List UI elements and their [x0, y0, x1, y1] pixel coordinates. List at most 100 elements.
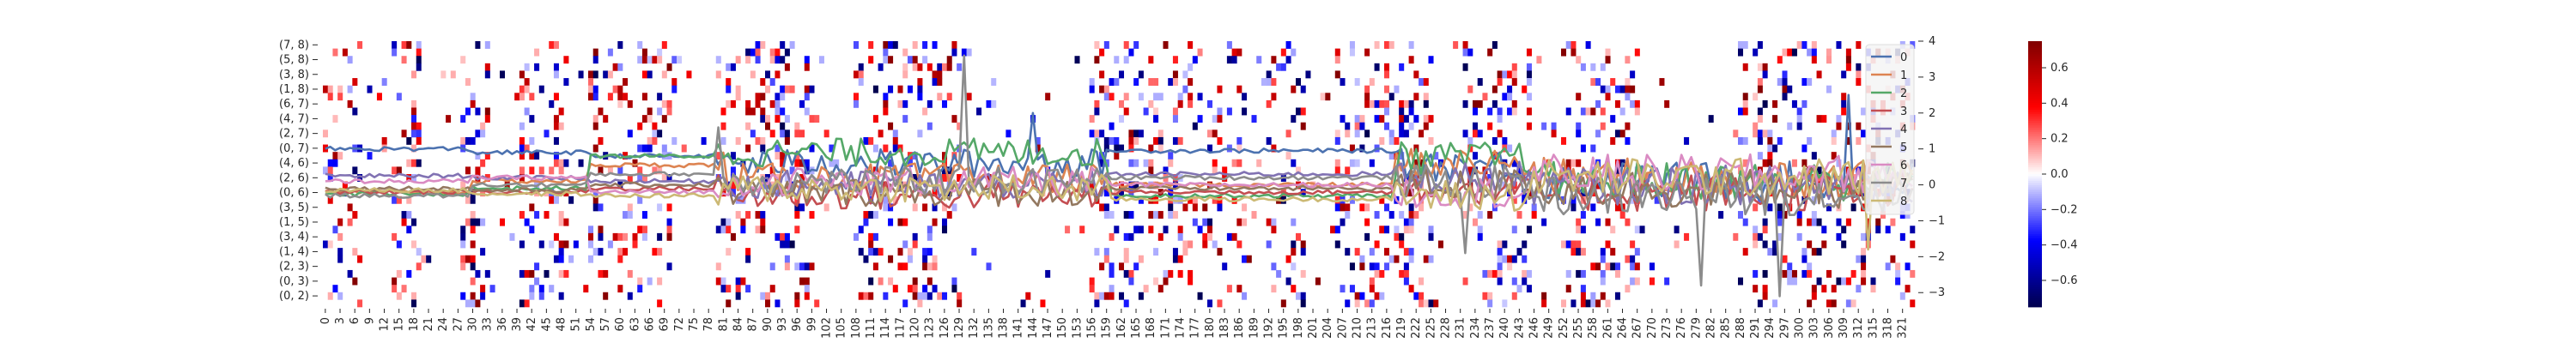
heatmap-cell — [1502, 240, 1508, 249]
heatmap-cell — [1123, 255, 1129, 263]
heatmap-cell — [784, 174, 790, 182]
heatmap-cell — [789, 240, 795, 249]
heatmap-cell — [1787, 85, 1793, 93]
heatmap-cell — [1473, 218, 1479, 226]
heatmap-cell — [1345, 129, 1351, 138]
heatmap-cell — [1899, 292, 1905, 300]
heatmap-cell — [1522, 277, 1528, 286]
colorbar-step — [2028, 240, 2042, 244]
heatmap-cell — [1207, 129, 1213, 138]
heatmap-cell — [1742, 41, 1748, 49]
heatmap-cell — [1580, 144, 1586, 153]
heatmap-cell — [1880, 211, 1886, 219]
heatmap-cell — [1109, 93, 1115, 101]
heatmap-cell — [804, 292, 810, 300]
heatmap-cell — [392, 41, 398, 49]
x-tick-label: 210 — [1352, 317, 1364, 339]
heatmap-cell — [1634, 48, 1640, 57]
heatmap-cell — [760, 218, 766, 226]
heatmap-cell — [1296, 232, 1302, 241]
heatmap-cell — [1811, 292, 1817, 300]
heatmap-cell — [342, 181, 348, 190]
colorbar-step — [2028, 298, 2042, 301]
heatmap-cell — [1531, 211, 1537, 219]
heatmap-cell — [720, 122, 726, 130]
heatmap-cell — [1271, 226, 1277, 234]
heatmap-cell — [641, 144, 647, 153]
heatmap-cell — [1109, 211, 1115, 219]
heatmap-cell — [1777, 211, 1783, 219]
heatmap-cell — [598, 226, 604, 234]
heatmap-cell — [863, 136, 869, 145]
heatmap-cell — [868, 292, 874, 300]
heatmap-cell — [1807, 262, 1813, 271]
heatmap-cell — [760, 136, 766, 145]
heatmap-cell — [406, 41, 412, 49]
heatmap-cell — [1791, 277, 1797, 286]
heatmap-cell — [1109, 232, 1115, 241]
row-label: (1, 8) — [279, 83, 309, 96]
heatmap-cell — [1762, 99, 1768, 108]
heatmap-cell — [1242, 292, 1248, 300]
heatmap-cell — [406, 269, 412, 278]
colorbar-step — [2028, 61, 2042, 64]
heatmap-cell — [1684, 136, 1690, 145]
colorbar-step — [2028, 105, 2042, 108]
heatmap-cell — [1217, 115, 1223, 123]
heatmap-cell — [1492, 269, 1498, 278]
heatmap-cell — [617, 285, 623, 293]
heatmap-cell — [1359, 292, 1365, 300]
x-tick-label: 18 — [408, 317, 421, 332]
heatmap-cell — [661, 70, 667, 79]
heatmap-cell — [1801, 144, 1807, 153]
heatmap-cell — [1089, 78, 1095, 86]
heatmap-cell — [1296, 107, 1302, 116]
heatmap-cell — [1571, 196, 1577, 204]
heatmap-cell — [927, 122, 933, 130]
heatmap-cell — [641, 56, 647, 64]
heatmap-cell — [1114, 152, 1120, 160]
heatmap-cell — [1202, 240, 1208, 249]
heatmap-cell — [932, 189, 938, 197]
heatmap-cell — [1487, 299, 1493, 308]
heatmap-cell — [657, 48, 663, 57]
heatmap-cell — [1202, 232, 1208, 241]
heatmap-cell — [1738, 211, 1744, 219]
heatmap-cell — [538, 85, 544, 93]
heatmap-cell — [951, 48, 957, 57]
heatmap-cell — [1507, 85, 1513, 93]
heatmap-cell — [1777, 218, 1783, 226]
heatmap-cell — [1782, 85, 1788, 93]
heatmap-cell — [1359, 115, 1365, 123]
heatmap-cell — [730, 166, 736, 175]
heatmap-cell — [1856, 136, 1862, 145]
heatmap-cell — [1325, 93, 1331, 101]
heatmap-cell — [1143, 159, 1149, 167]
heatmap-cell — [780, 85, 786, 93]
heatmap-cell — [1236, 136, 1242, 145]
x-tick-label: 120 — [909, 317, 922, 339]
heatmap-cell — [470, 299, 476, 308]
heatmap-cell — [465, 255, 471, 263]
heatmap-cell — [1236, 285, 1242, 293]
heatmap-cell — [720, 136, 726, 145]
heatmap-cell — [1005, 129, 1012, 138]
heatmap-cell — [1841, 70, 1847, 79]
heatmap-cell — [553, 152, 559, 160]
heatmap-cell — [1296, 78, 1302, 86]
heatmap-cell — [1595, 78, 1601, 86]
heatmap-cell — [765, 292, 771, 300]
heatmap-cell — [1664, 99, 1670, 108]
heatmap-cell — [775, 299, 781, 308]
heatmap-cell — [922, 56, 928, 64]
heatmap-cell — [534, 152, 540, 160]
colorbar-step — [2028, 125, 2042, 129]
colorbar-step — [2028, 207, 2042, 210]
heatmap-cell — [1753, 269, 1759, 278]
heatmap-cell — [1384, 85, 1390, 93]
colorbar-step — [2028, 222, 2042, 226]
heatmap-cell — [337, 292, 343, 300]
heatmap-cell — [888, 255, 894, 263]
heatmap-cell — [1497, 107, 1503, 116]
heatmap-cell — [607, 166, 613, 175]
